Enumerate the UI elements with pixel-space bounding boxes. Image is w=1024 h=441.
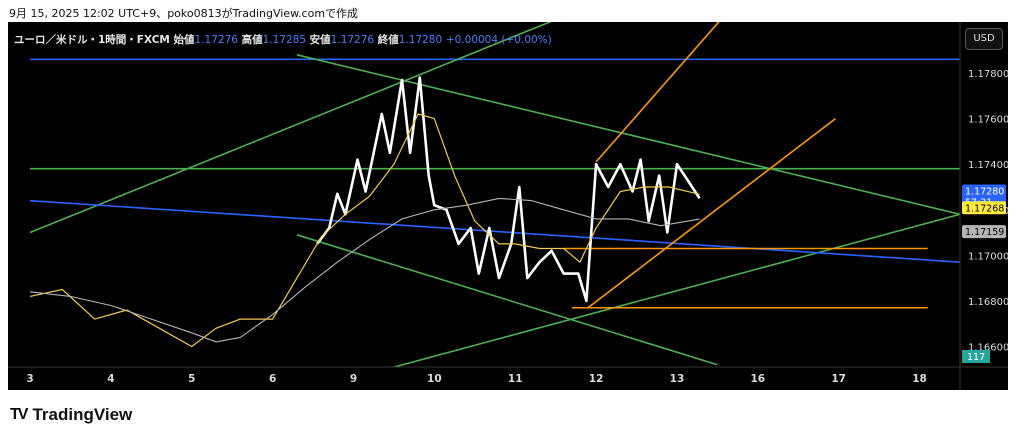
- ohlc-legend: ユーロ／米ドル・1時間・FXCM 始値1.17276 高値1.17285 安値1…: [14, 32, 552, 47]
- y-tick-label: 1.17800: [968, 69, 1008, 80]
- price-label-text: 1.17159: [965, 227, 1004, 238]
- volume-label-text: 117: [967, 352, 985, 363]
- x-tick-label: 9: [350, 373, 357, 385]
- x-tick-label: 11: [508, 373, 523, 385]
- change-value: +0.00004 (+0.00%): [445, 34, 552, 46]
- x-tick-label: 3: [26, 373, 33, 385]
- y-tick-label: 1.16800: [968, 297, 1008, 308]
- price-label-text: 1.17268: [965, 203, 1004, 214]
- close-value: 1.17280: [398, 34, 443, 46]
- trend-line-green: [391, 213, 960, 367]
- chart-panel[interactable]: 1.178001.176001.174001.172001.170001.168…: [8, 22, 1008, 390]
- y-tick-label: 1.16600: [968, 342, 1008, 353]
- brand-name: TradingView: [32, 405, 133, 424]
- trend-line-orange: [595, 22, 720, 163]
- series-ma_slow: [29, 197, 700, 343]
- published-info: 9月 15, 2025 12:02 UTC+9、poko0813がTrading…: [9, 7, 359, 20]
- x-tick-label: 13: [670, 373, 685, 385]
- price-label-box: [962, 201, 1006, 215]
- price-chart[interactable]: 1.178001.176001.174001.172001.170001.168…: [8, 22, 1008, 390]
- x-tick-label: 16: [751, 373, 766, 385]
- volume-label-box: [962, 350, 990, 363]
- open-value: 1.17276: [194, 34, 238, 46]
- trend-line-green: [29, 22, 552, 234]
- trend-line-green: [296, 234, 718, 366]
- tradingview-brand: TV TradingView: [10, 405, 132, 425]
- price-label-text: 1.17280: [965, 187, 1004, 198]
- high-value: 1.17285: [262, 34, 307, 46]
- currency-button[interactable]: USD: [965, 28, 1003, 50]
- series-zigzag: [316, 76, 701, 303]
- close-label: 終値: [377, 34, 399, 46]
- open-label: 始値: [173, 34, 195, 46]
- y-tick-label: 1.17400: [968, 160, 1008, 171]
- x-tick-label: 18: [912, 373, 927, 385]
- x-tick-label: 10: [427, 373, 442, 385]
- x-tick-label: 4: [107, 373, 114, 385]
- x-tick-label: 5: [188, 373, 195, 385]
- x-tick-label: 12: [589, 373, 604, 385]
- low-value: 1.17276: [330, 34, 375, 46]
- y-tick-label: 1.17600: [968, 115, 1008, 126]
- series-ma_fast: [29, 113, 700, 348]
- x-tick-label: 6: [269, 373, 276, 385]
- trend-line-green: [296, 54, 960, 216]
- price-label-box: [962, 225, 1006, 239]
- y-tick-label: 1.17000: [968, 251, 1008, 262]
- tradingview-logo-icon: TV: [10, 406, 29, 423]
- symbol-label: ユーロ／米ドル・1時間・FXCM: [14, 34, 170, 46]
- trend-line-blue: [29, 199, 960, 263]
- high-label: 高値: [241, 34, 263, 46]
- trend-line-orange: [587, 117, 836, 309]
- low-label: 安値: [309, 34, 331, 46]
- x-tick-label: 17: [831, 373, 846, 385]
